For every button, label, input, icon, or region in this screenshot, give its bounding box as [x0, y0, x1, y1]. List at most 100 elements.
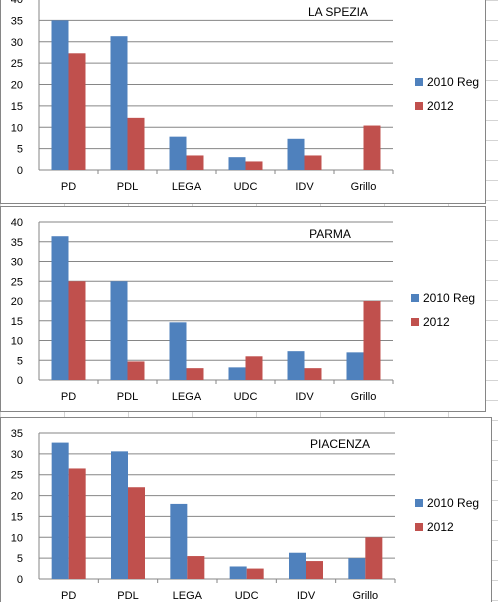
bar-2010-reg-idv [289, 552, 306, 579]
x-category-label: PD [61, 181, 76, 193]
bar-2010-reg-idv [287, 351, 305, 380]
y-tick-label: 30 [11, 257, 23, 269]
legend-swatch [415, 102, 423, 110]
legend-swatch [415, 78, 423, 86]
legend-swatch [415, 499, 423, 507]
legend-label: 2012 [427, 520, 454, 534]
chart-svg-piacenza: 0 5 10 15 20 25 30 35 PD PDL LEGA UDC IDV Grillo PIACE… [11, 428, 479, 602]
bar-2012-pdl [128, 487, 145, 579]
x-category-label: LEGA [172, 391, 202, 403]
bar-2012-idv [304, 155, 322, 170]
bar-2012-idv [306, 561, 323, 579]
bar-2010-reg-pd [51, 236, 69, 380]
x-category-label: Grillo [351, 181, 377, 193]
x-category-label: IDV [295, 391, 314, 403]
x-category-label: LEGA [172, 181, 202, 193]
chart-panel-la-spezia: 0 5 10 15 20 25 30 35 40 PD PDL LEGA UDC IDV Grillo LA … [0, 0, 486, 204]
bar-2010-reg-udc [228, 367, 246, 380]
chart-svg-la-spezia: 0 5 10 15 20 25 30 35 40 PD PDL LEGA UDC IDV Grillo LA … [11, 0, 479, 193]
x-category-label: UDC [234, 391, 258, 403]
x-category-label: Grillo [351, 391, 377, 403]
legend-swatch [411, 294, 419, 302]
y-tick-label: 25 [11, 276, 23, 288]
x-category-label: PDL [117, 590, 138, 602]
x-category-label: UDC [234, 181, 258, 193]
legend-swatch [415, 523, 423, 531]
legend-label: 2012 [423, 315, 450, 329]
bar-2012-udc [245, 356, 263, 380]
y-tick-label: 5 [17, 553, 23, 565]
y-tick-label: 10 [11, 532, 23, 544]
x-category-label: PDL [117, 391, 138, 403]
y-tick-label: 0 [17, 165, 23, 177]
bar-2012-pd [68, 468, 86, 579]
bar-2010-reg-lega [169, 322, 187, 380]
bar-2012-pdl [127, 361, 145, 380]
y-tick-label: 0 [17, 375, 23, 387]
legend-swatch [411, 318, 419, 326]
bar-2012-pdl [127, 117, 145, 170]
y-tick-label: 20 [11, 80, 23, 92]
bar-2012-udc [246, 568, 264, 579]
legend-label: 2010 Reg [423, 291, 475, 305]
y-tick-label: 40 [11, 217, 23, 229]
chart-title-parma: PARMA [309, 227, 351, 241]
legend-label: 2010 Reg [427, 496, 479, 510]
y-tick-label: 10 [11, 336, 23, 348]
y-tick-label: 15 [11, 316, 23, 328]
x-category-label: LEGA [173, 590, 203, 602]
y-tick-label: 5 [17, 355, 23, 367]
bar-2010-reg-udc [228, 157, 246, 170]
x-category-label: UDC [235, 590, 259, 602]
bar-2012-grillo [365, 537, 383, 579]
y-tick-label: 30 [11, 449, 23, 461]
y-tick-label: 40 [11, 0, 23, 6]
bar-2012-lega [186, 155, 204, 170]
x-category-label: PD [61, 391, 76, 403]
chart-title-piacenza: PIACENZA [310, 437, 370, 451]
chart-panel-parma: 0 5 10 15 20 25 30 35 40 PD PDL LEGA UDC IDV Grillo PAR… [0, 206, 486, 412]
y-tick-label: 35 [11, 15, 23, 27]
y-tick-label: 10 [11, 122, 23, 134]
y-tick-label: 35 [11, 237, 23, 249]
bar-2012-udc [245, 161, 263, 170]
bar-2010-reg-pdl [111, 451, 128, 579]
y-tick-label: 35 [11, 428, 23, 440]
bar-2012-pd [68, 281, 86, 380]
bar-2010-reg-pdl [110, 281, 128, 380]
y-tick-label: 20 [11, 296, 23, 308]
y-tick-label: 25 [11, 58, 23, 70]
legend-label: 2012 [427, 99, 454, 113]
bar-2010-reg-pdl [110, 36, 128, 170]
y-tick-label: 15 [11, 101, 23, 113]
x-category-label: IDV [297, 590, 316, 602]
y-tick-label: 15 [11, 511, 23, 523]
bar-2012-idv [304, 368, 322, 380]
chart-title-la-spezia: LA SPEZIA [308, 5, 368, 19]
legend-label: 2010 Reg [427, 75, 479, 89]
bar-2010-reg-pd [51, 442, 69, 579]
bar-2010-reg-lega [170, 503, 188, 579]
bar-2010-reg-idv [287, 138, 305, 170]
chart-panel-piacenza: 0 5 10 15 20 25 30 35 PD PDL LEGA UDC IDV Grillo PIACE… [0, 417, 492, 602]
bar-2012-grillo [363, 125, 381, 170]
bar-2012-grillo [363, 301, 381, 380]
x-category-label: PDL [117, 181, 138, 193]
x-category-label: IDV [295, 181, 314, 193]
bar-2010-reg-udc [229, 566, 247, 579]
x-category-label: Grillo [352, 590, 378, 602]
bar-2012-lega [187, 556, 205, 579]
bar-2010-reg-lega [169, 136, 187, 170]
x-category-label: PD [61, 590, 76, 602]
bar-2012-lega [186, 368, 204, 380]
bar-2012-pd [68, 53, 86, 171]
y-tick-label: 20 [11, 491, 23, 503]
bar-2010-reg-grillo [348, 558, 366, 579]
y-tick-label: 25 [11, 470, 23, 482]
y-tick-label: 5 [17, 144, 23, 156]
bar-2010-reg-pd [51, 20, 69, 170]
y-tick-label: 0 [17, 574, 23, 586]
y-tick-label: 30 [11, 37, 23, 49]
chart-svg-parma: 0 5 10 15 20 25 30 35 40 PD PDL LEGA UDC IDV Grillo PAR… [11, 217, 475, 403]
bar-2010-reg-grillo [346, 352, 364, 380]
